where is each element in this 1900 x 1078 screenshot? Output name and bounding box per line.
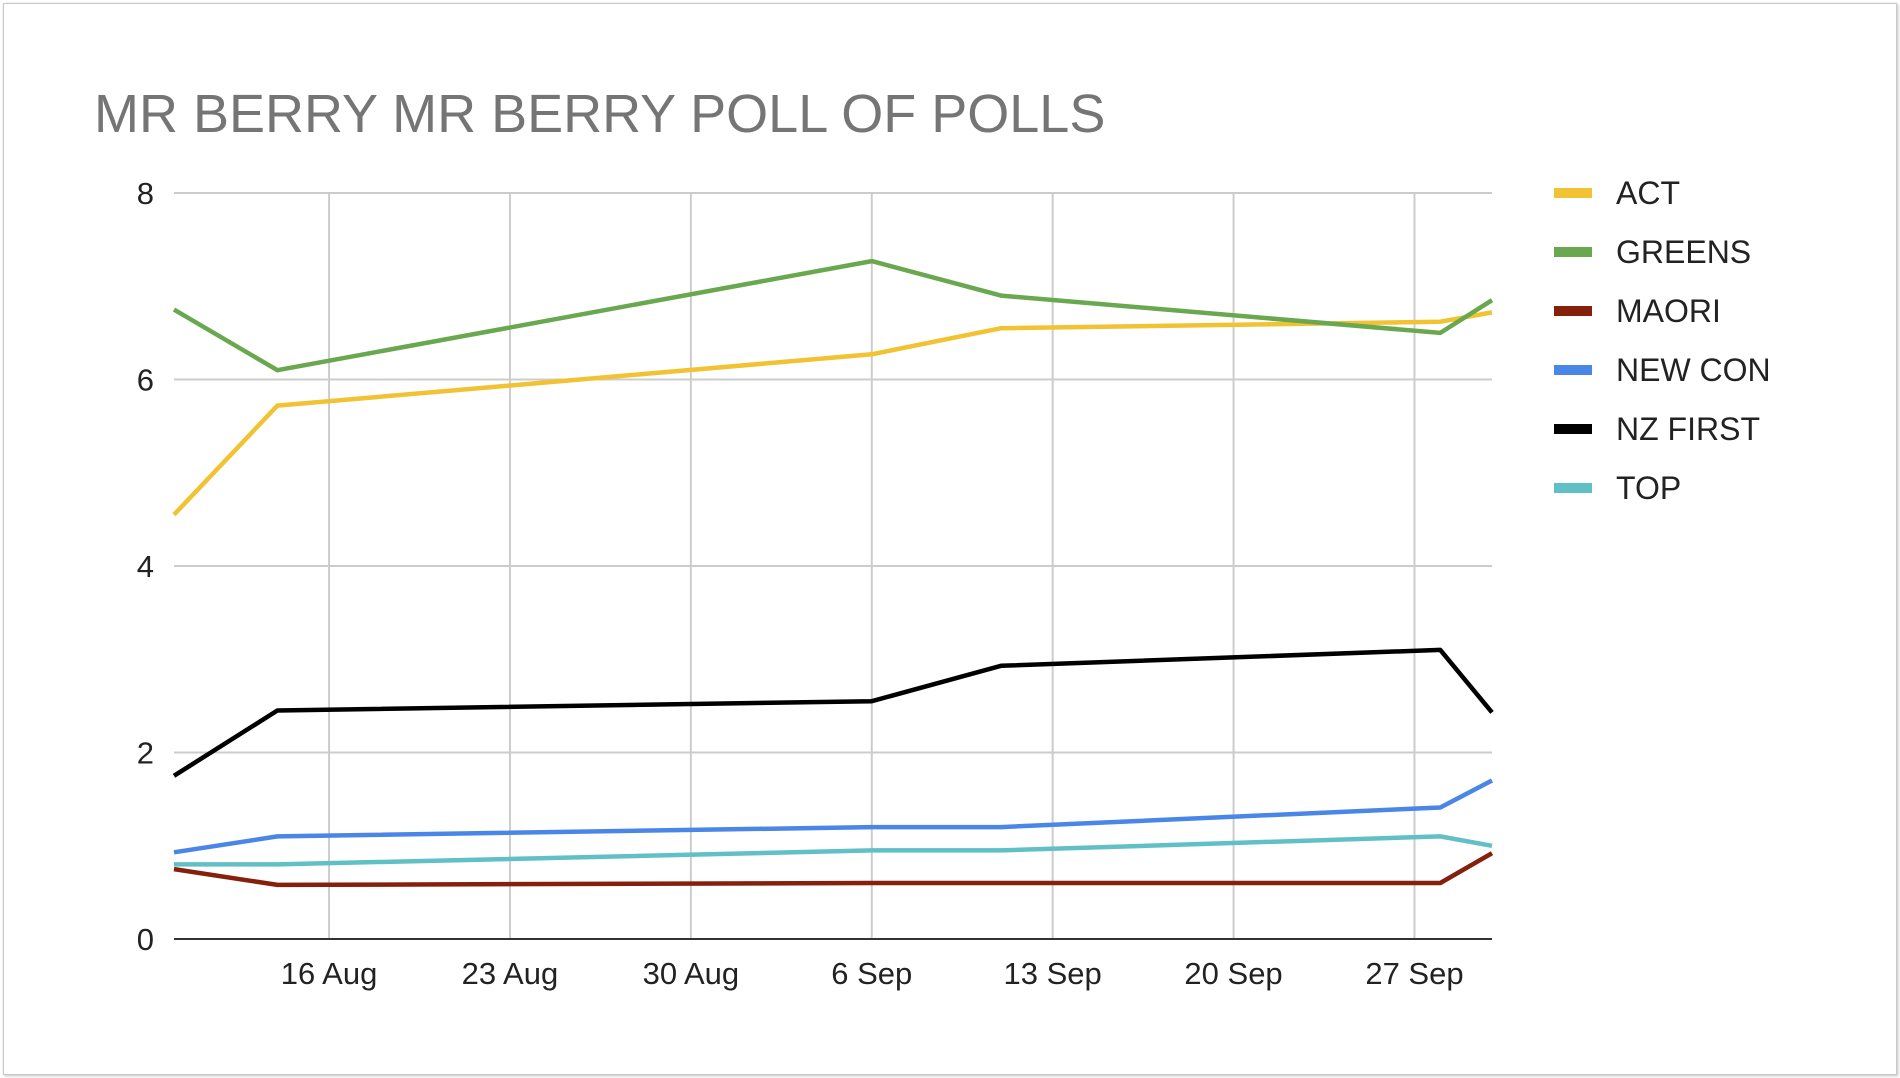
legend-swatch-new-con: [1554, 365, 1592, 375]
series-line-new-con: [173, 778, 1494, 855]
x-tick-label: 16 Aug: [281, 956, 378, 991]
series-lines: [172, 258, 1494, 888]
series-line-top: [174, 834, 1493, 867]
y-tick-label: 4: [137, 549, 154, 584]
legend-label-top: TOP: [1616, 470, 1681, 506]
series-line-maori: [173, 851, 1494, 888]
legend-swatch-greens: [1554, 247, 1592, 257]
x-tick-label: 27 Sep: [1365, 956, 1463, 991]
legend-swatch-nz-first: [1554, 424, 1592, 434]
y-tick-label: 2: [137, 736, 154, 771]
axes: 0 2 4 6 8 16 Aug 23 Aug 30 Aug 6 Sep 13 Sep 20 Sep…: [137, 176, 1492, 991]
x-tick-label: 23 Aug: [462, 956, 559, 991]
y-tick-label: 8: [137, 176, 154, 211]
legend-label-greens: GREENS: [1616, 234, 1751, 270]
series-line-nz-first: [172, 647, 1494, 778]
legend-label-nz-first: NZ FIRST: [1616, 411, 1760, 447]
y-tick-label: 0: [137, 922, 154, 957]
x-tick-label: 6 Sep: [831, 956, 912, 991]
x-tick-label: 20 Sep: [1184, 956, 1282, 991]
legend-label-maori: MAORI: [1616, 293, 1721, 329]
legend-swatch-act: [1554, 188, 1592, 198]
legend: ACT GREENS MAORI NEW CON NZ FIRST TOP: [1554, 175, 1771, 506]
y-tick-label: 6: [137, 363, 154, 398]
line-chart: MR BERRY MR BERRY POLL OF POLLS 0 2 4 6 8 16 …: [94, 84, 1771, 991]
x-tick-label: 13 Sep: [1004, 956, 1102, 991]
chart-frame: MR BERRY MR BERRY POLL OF POLLS 0 2 4 6 8 16 …: [3, 3, 1897, 1075]
legend-swatch-top: [1554, 483, 1592, 493]
legend-label-new-con: NEW CON: [1616, 352, 1771, 388]
series-line-greens: [172, 258, 1494, 373]
series-line-act: [172, 310, 1493, 517]
legend-label-act: ACT: [1616, 175, 1680, 211]
chart-title: MR BERRY MR BERRY POLL OF POLLS: [94, 84, 1105, 144]
x-tick-label: 30 Aug: [643, 956, 740, 991]
legend-swatch-maori: [1554, 306, 1592, 316]
